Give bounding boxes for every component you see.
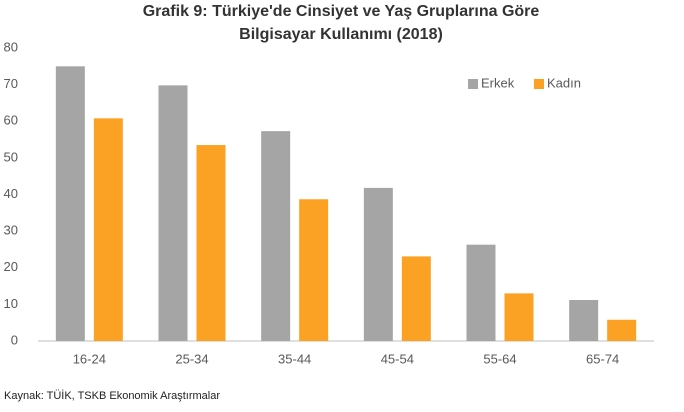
bar [569,299,599,341]
x-tick-label: 16-24 [73,351,106,366]
chart-title: Grafik 9: Türkiye'de Cinsiyet ve Yaş Gru… [143,3,540,20]
y-tick-label: 20 [4,259,18,274]
y-tick-label: 0 [11,332,18,347]
legend-swatch [468,79,478,89]
legend-label: Erkek [481,75,515,90]
x-tick-label: 25-34 [175,351,208,366]
legend-label: Kadın [547,75,581,90]
y-tick-label: 60 [4,113,18,128]
bar [261,131,291,341]
bar [401,256,431,341]
bar [55,66,85,341]
bar [363,187,393,341]
y-tick-label: 40 [4,186,18,201]
x-tick-label: 45-54 [381,351,414,366]
y-tick-label: 50 [4,149,18,164]
y-tick-label: 10 [4,296,18,311]
y-tick-label: 30 [4,223,18,238]
x-tick-label: 55-64 [483,351,516,366]
bar [158,85,188,341]
bar [299,199,329,341]
bar [93,118,123,341]
bar [607,319,637,341]
y-tick-label: 80 [4,39,18,54]
bar [504,293,534,341]
bar [466,244,496,341]
x-tick-label: 35-44 [278,351,311,366]
chart-title: Bilgisayar Kullanımı (2018) [239,26,443,43]
legend-swatch [534,79,544,89]
bar [196,145,226,341]
source-note: Kaynak: TÜİK, TSKB Ekonomik Araştırmalar [4,389,220,402]
y-tick-label: 70 [4,76,18,91]
x-tick-label: 65-74 [586,351,619,366]
